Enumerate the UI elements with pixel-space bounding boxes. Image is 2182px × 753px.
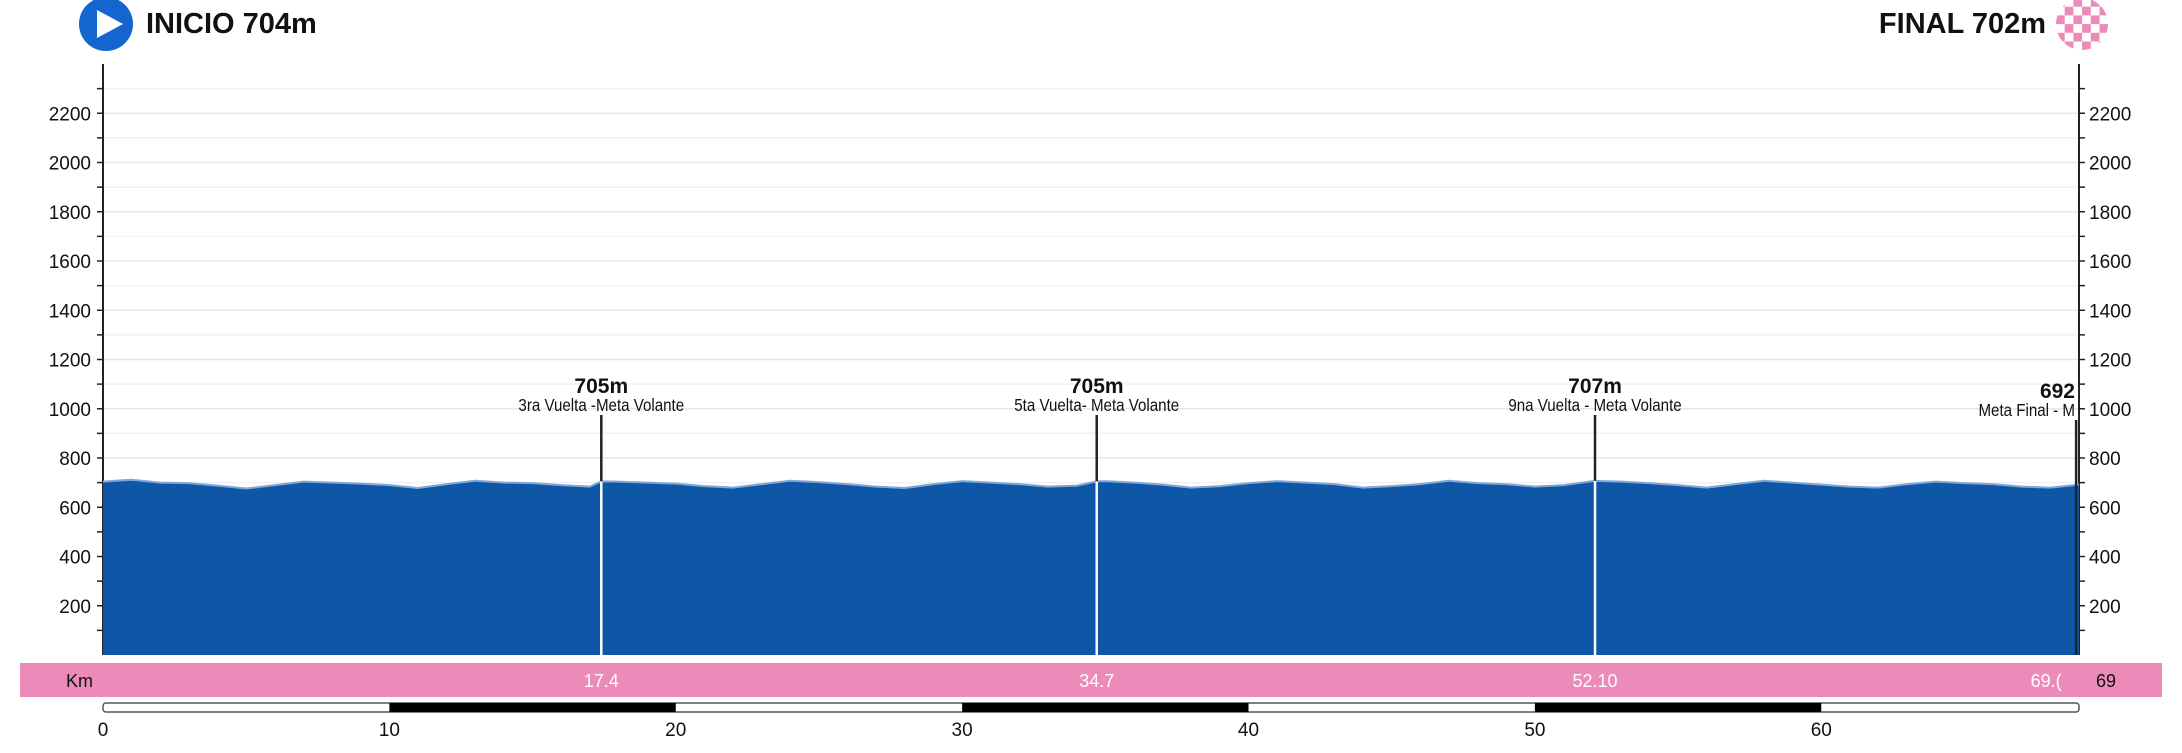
waypoint-name-label: Meta Final - M	[1978, 400, 2075, 421]
y-tick-label-left: 1000	[49, 400, 91, 421]
y-tick-label-left: 200	[59, 597, 91, 618]
y-axis-right: 200 400 600 800 1000 1200 1400 1600 1800 2000 2200	[2079, 87, 2131, 632]
y-tick-label-right: 200	[2089, 597, 2121, 618]
distance-scale-bar	[102, 702, 2080, 713]
end-label: FINAL 702m	[1879, 8, 2046, 40]
waypoint-name-label: 9na Vuelta - Meta Volante	[1508, 395, 1681, 416]
elevation-area	[103, 479, 2079, 655]
waypoint-elevation-label: 705m	[574, 375, 628, 398]
x-tick-label: 20	[665, 720, 686, 741]
end-header: FINAL 702m	[1879, 0, 2108, 50]
y-tick-label-left: 1200	[49, 351, 91, 372]
y-tick-label-left: 1400	[49, 301, 91, 322]
y-tick-label-right: 2200	[2089, 104, 2131, 125]
km-band-value: 69.(	[2031, 671, 2062, 691]
y-tick-label-left: 600	[59, 498, 91, 519]
y-tick-label-left: 800	[59, 449, 91, 470]
y-tick-label-right: 1800	[2089, 203, 2131, 224]
x-tick-label: 50	[1524, 720, 1545, 741]
y-tick-label-left: 400	[59, 548, 91, 569]
waypoint-elevation-label: 707m	[1568, 375, 1622, 398]
km-band-value: 17.4	[584, 671, 619, 691]
y-axis-left: 200 400 600 800 1000 1200 1400 1600 1800 2000 2200	[49, 87, 103, 632]
start-header: INICIO 704m	[79, 0, 317, 51]
y-tick-label-left: 2200	[49, 104, 91, 125]
km-band-value: 52.10	[1572, 671, 1617, 691]
waypoint-name-label: 5ta Vuelta- Meta Volante	[1014, 395, 1179, 416]
waypoint-name-label: 3ra Vuelta -Meta Volante	[518, 395, 684, 416]
y-tick-label-right: 1200	[2089, 351, 2131, 372]
km-band-end-label: 69	[2096, 671, 2116, 691]
elevation-edge-line	[102, 478, 2080, 490]
km-band	[20, 663, 2162, 697]
y-tick-label-left: 1600	[49, 252, 91, 273]
x-tick-label: 0	[98, 720, 109, 741]
x-axis-ticks: 0 10 20 30 40 50 60	[98, 720, 1832, 741]
x-tick-label: 40	[1238, 720, 1259, 741]
scale-bar-segment	[1534, 703, 1822, 712]
scale-bar-segment	[389, 703, 676, 712]
y-tick-label-right: 1600	[2089, 252, 2131, 273]
km-band-value: 34.7	[1079, 671, 1114, 691]
km-band-label: Km	[66, 671, 93, 691]
y-tick-label-right: 600	[2089, 498, 2121, 519]
x-tick-label: 30	[952, 720, 973, 741]
waypoint-elevation-label: 705m	[1070, 375, 1124, 398]
y-tick-label-right: 800	[2089, 449, 2121, 470]
scale-bar-segment	[962, 703, 1249, 712]
y-tick-label-left: 2000	[49, 154, 91, 175]
y-tick-label-left: 1800	[49, 203, 91, 224]
y-tick-label-right: 400	[2089, 548, 2121, 569]
y-tick-label-right: 2000	[2089, 154, 2131, 175]
checkered-flag-icon	[2056, 0, 2108, 50]
y-tick-label-right: 1400	[2089, 301, 2131, 322]
play-triangle-icon	[79, 0, 133, 51]
waypoint-elevation-label: 692	[2040, 380, 2075, 403]
x-tick-label: 60	[1811, 720, 1832, 741]
km-band-values: 17.4 34.7 52.10 69.(	[584, 671, 2062, 691]
y-tick-label-right: 1000	[2089, 400, 2131, 421]
x-tick-label: 10	[379, 720, 400, 741]
start-label: INICIO 704m	[146, 8, 317, 40]
